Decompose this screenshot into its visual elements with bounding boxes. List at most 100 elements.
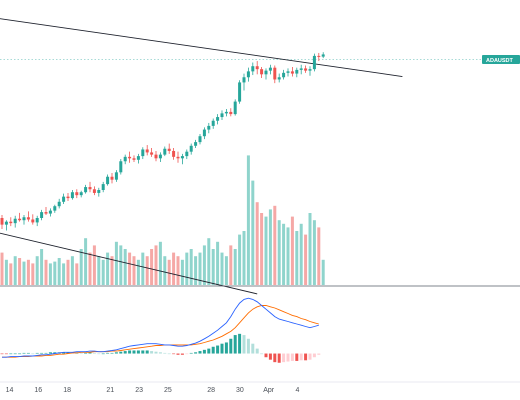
candle xyxy=(4,220,8,231)
macd-histogram-bar xyxy=(97,353,101,355)
candle xyxy=(18,212,22,222)
macd-histogram-bar xyxy=(119,351,123,354)
candle-body xyxy=(260,69,264,75)
candle xyxy=(189,143,193,155)
trendlines[interactable] xyxy=(0,14,403,295)
macd-histogram-bar xyxy=(40,352,44,354)
volume-bar xyxy=(246,155,250,285)
candle-body xyxy=(158,154,162,159)
macd-histogram-bar xyxy=(242,335,246,354)
candle-body xyxy=(84,187,88,193)
candle xyxy=(92,186,96,196)
volume-bar xyxy=(106,252,110,285)
candle xyxy=(128,151,132,163)
x-axis: 14 16 18 21 23 25 28 30 Apr 4 xyxy=(6,387,300,394)
candle xyxy=(304,65,308,73)
volume-bar xyxy=(238,234,242,285)
symbol-label: ADAUSDT xyxy=(486,58,514,64)
macd-histogram-bar xyxy=(101,353,105,355)
candle-body xyxy=(97,190,101,193)
candle-body xyxy=(194,142,198,146)
candle-body xyxy=(224,111,228,114)
candle xyxy=(84,184,88,194)
candle xyxy=(246,67,250,82)
trendline-2 xyxy=(0,232,258,295)
symbol-price-tag[interactable]: ADAUSDT xyxy=(482,55,520,64)
candle-body xyxy=(163,148,167,155)
macd-histogram-bar xyxy=(132,350,136,354)
candle xyxy=(260,66,264,78)
candle-body xyxy=(172,150,176,157)
candle xyxy=(163,146,167,157)
macd-histogram-bar xyxy=(273,353,277,363)
candle-body xyxy=(114,172,118,180)
candle-body xyxy=(277,77,281,80)
candle xyxy=(251,62,255,76)
candle xyxy=(167,143,171,154)
candle-body xyxy=(123,156,127,162)
candle xyxy=(57,198,61,209)
candle-body xyxy=(211,120,215,126)
candlesticks[interactable] xyxy=(0,52,325,231)
volume-bar xyxy=(53,261,57,285)
candle xyxy=(295,67,299,78)
macd-histogram-bar xyxy=(150,351,154,354)
candle xyxy=(132,155,136,162)
candle xyxy=(123,154,127,165)
candle xyxy=(106,174,110,186)
candle-body xyxy=(295,69,299,74)
volume-bar xyxy=(128,252,132,285)
candle-body xyxy=(66,196,70,199)
candle-body xyxy=(18,218,22,221)
macd-histogram-bar xyxy=(123,351,127,354)
macd-histogram-bar xyxy=(48,352,52,354)
volume-bar xyxy=(216,241,220,285)
macd-histogram-bar xyxy=(35,352,39,354)
candle-body xyxy=(136,156,140,160)
candle xyxy=(202,127,206,140)
candle xyxy=(282,69,286,80)
candle-body xyxy=(110,176,114,180)
macd-histogram-bar xyxy=(277,353,281,363)
candle-body xyxy=(106,176,110,185)
candle-body xyxy=(44,212,48,214)
candle-body xyxy=(101,184,105,190)
x-tick-label: 30 xyxy=(236,387,244,394)
macd-histogram-bar xyxy=(304,353,308,361)
x-tick-label: 21 xyxy=(106,387,114,394)
macd-line xyxy=(2,297,319,358)
volume-bar xyxy=(282,223,286,285)
volume-bar xyxy=(317,227,321,285)
volume-bar xyxy=(154,245,158,285)
candle-body xyxy=(53,206,57,211)
candle-body xyxy=(255,66,259,70)
candle xyxy=(22,215,26,225)
candle xyxy=(264,68,268,80)
candle xyxy=(40,209,44,221)
volume-bar xyxy=(242,231,246,285)
volume-bar xyxy=(57,258,61,285)
candle-body xyxy=(286,71,290,73)
volume-bar xyxy=(312,220,316,285)
candle-body xyxy=(304,68,308,71)
candle-body xyxy=(238,82,242,102)
candle xyxy=(312,53,316,72)
candle xyxy=(321,52,325,59)
macd-histogram-bar xyxy=(286,353,290,362)
candle xyxy=(79,190,83,198)
candle xyxy=(48,208,52,217)
candle-body xyxy=(75,192,79,196)
volume-bar xyxy=(176,256,180,285)
x-tick-label: 16 xyxy=(34,387,42,394)
macd-histogram-bar xyxy=(282,353,286,363)
volume-bar xyxy=(286,227,290,285)
volume-bar xyxy=(255,202,259,285)
candle-body xyxy=(216,117,220,121)
volume-bar xyxy=(308,213,312,285)
volume-bar xyxy=(277,220,281,285)
candle xyxy=(26,211,30,222)
volume-bar xyxy=(62,263,66,285)
macd-histogram-bar xyxy=(180,353,184,355)
candle xyxy=(172,148,176,160)
